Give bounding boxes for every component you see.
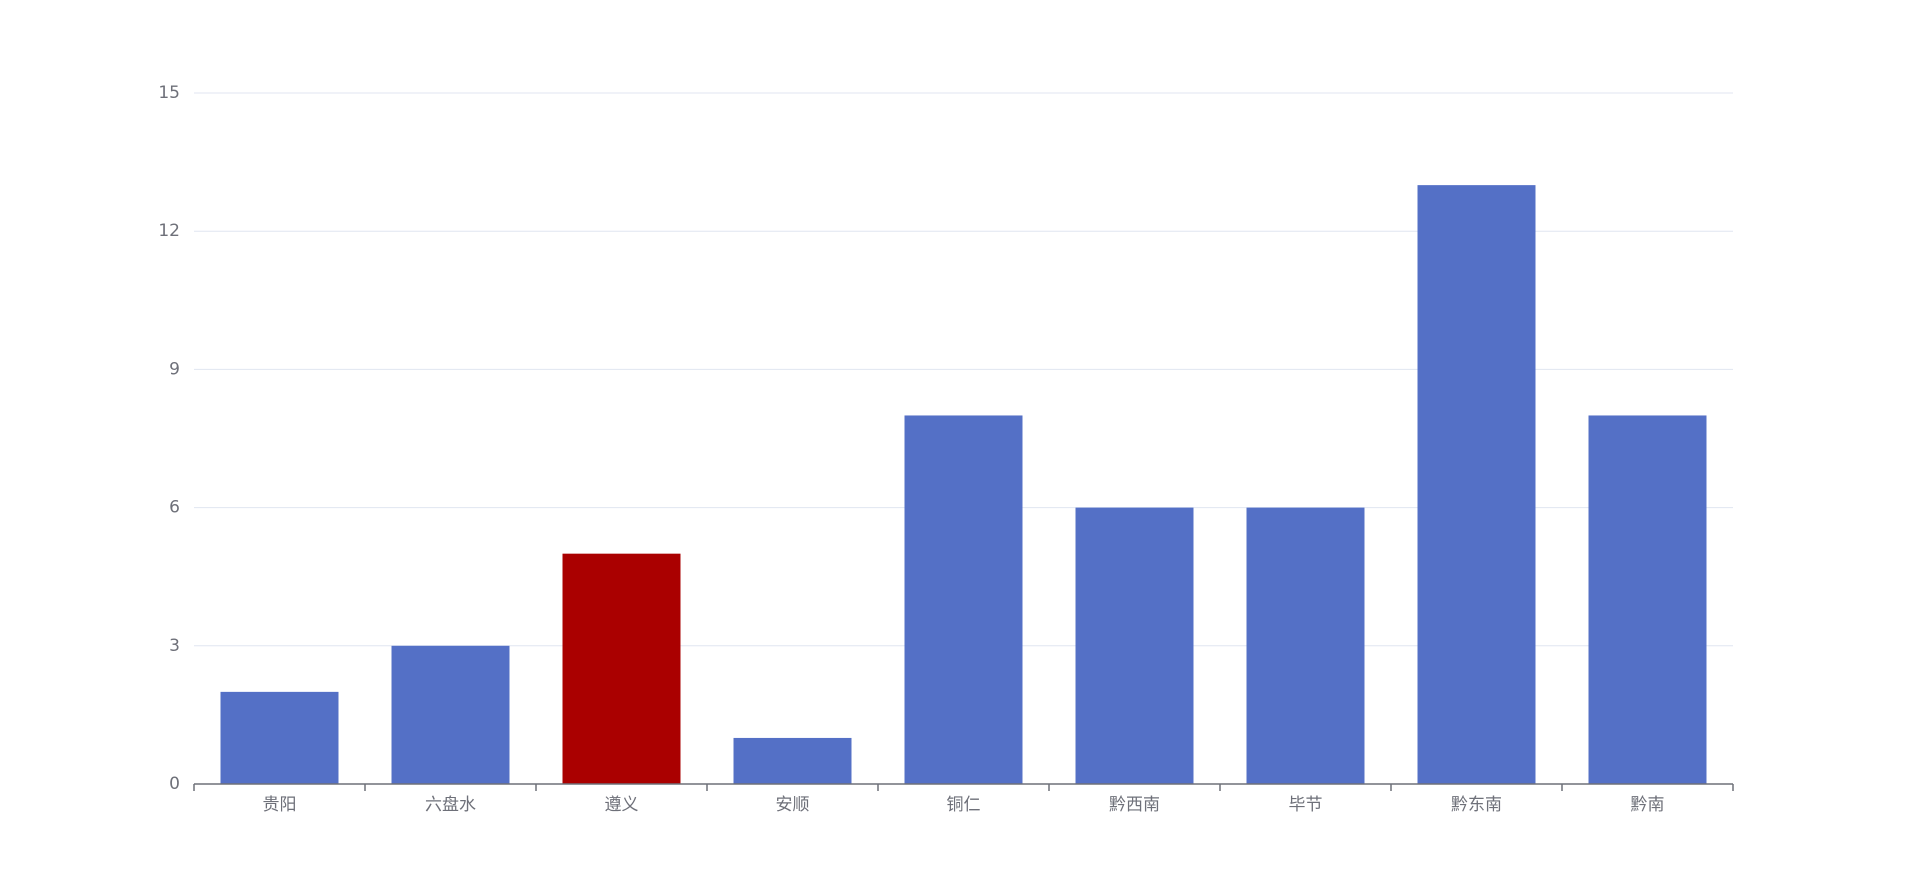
bar [562,553,681,784]
y-tick-label: 15 [158,83,180,103]
bar [1246,507,1365,784]
x-tick-label: 黔西南 [1109,795,1160,815]
x-tick-label: 遵义 [605,795,639,815]
x-tick-label: 铜仁 [947,795,981,815]
x-tick-label: 黔东南 [1451,795,1502,815]
bar [904,415,1023,784]
y-tick-label: 9 [169,359,180,379]
bar [1588,415,1707,784]
bar [220,691,339,784]
bar [1075,507,1194,784]
bar [733,737,852,784]
x-tick-label: 安顺 [776,795,810,815]
x-tick-label: 六盘水 [425,795,476,815]
bar [391,645,510,784]
x-tick-label: 毕节 [1289,795,1323,815]
y-tick-label: 6 [169,498,180,518]
y-tick-label: 0 [169,774,180,794]
y-tick-label: 3 [169,636,180,656]
bar [1417,185,1536,785]
x-tick-label: 黔南 [1631,795,1665,815]
x-tick-label: 贵阳 [263,795,297,815]
y-tick-label: 12 [158,221,180,241]
